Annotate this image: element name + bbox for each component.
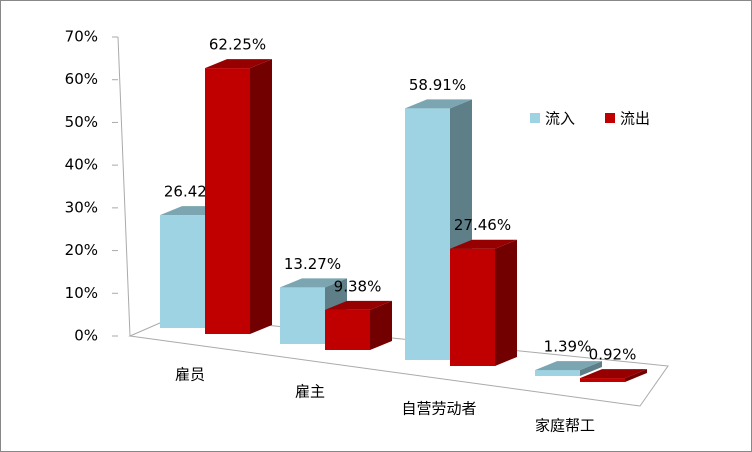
bar-top: [535, 361, 602, 371]
y-tick-label: 10%: [65, 284, 98, 302]
bar-side: [370, 300, 392, 350]
y-tick-label: 60%: [65, 70, 98, 88]
legend-swatch: [530, 113, 540, 123]
bar-side: [625, 369, 647, 382]
y-tick-label: 0%: [74, 327, 98, 345]
value-label: 62.25%: [209, 36, 266, 54]
bar-side: [495, 239, 517, 366]
x-tick-label: 家庭帮工: [535, 417, 595, 435]
legend-label: 流入: [545, 110, 575, 128]
y-tick-label: 30%: [65, 198, 98, 216]
y-tick-label: 70%: [65, 28, 98, 46]
value-label: 58.91%: [409, 76, 466, 94]
value-label: 9.38%: [334, 277, 382, 295]
bar-top: [280, 278, 347, 288]
bar-top: [205, 59, 272, 69]
legend-label: 流出: [620, 110, 650, 128]
bar: [535, 370, 580, 376]
bar-top: [580, 369, 647, 379]
bar-side: [580, 361, 602, 376]
y-axis-wall: [117, 36, 131, 337]
x-tick-label: 自营劳动者: [401, 400, 476, 418]
bar-side: [250, 59, 272, 334]
x-tick-label: 雇主: [295, 383, 325, 401]
value-label: 1.39%: [544, 338, 592, 356]
bar: [160, 215, 205, 328]
value-label: 0.92%: [589, 346, 637, 364]
value-label: 13.27%: [284, 255, 341, 273]
bar: [205, 68, 250, 334]
bar-top: [325, 300, 392, 310]
y-tick-label: 40%: [65, 156, 98, 174]
bar: [280, 287, 325, 344]
bar-top: [450, 239, 517, 249]
y-tick-label: 50%: [65, 113, 98, 131]
y-tick-label: 20%: [65, 241, 98, 259]
bar: [325, 309, 370, 350]
value-label: 27.46%: [454, 216, 511, 234]
legend-swatch: [605, 113, 615, 123]
x-tick-label: 雇员: [175, 366, 205, 384]
bar: [450, 248, 495, 366]
bar: [405, 108, 450, 360]
bar: [580, 378, 625, 382]
bar-top: [405, 99, 472, 109]
